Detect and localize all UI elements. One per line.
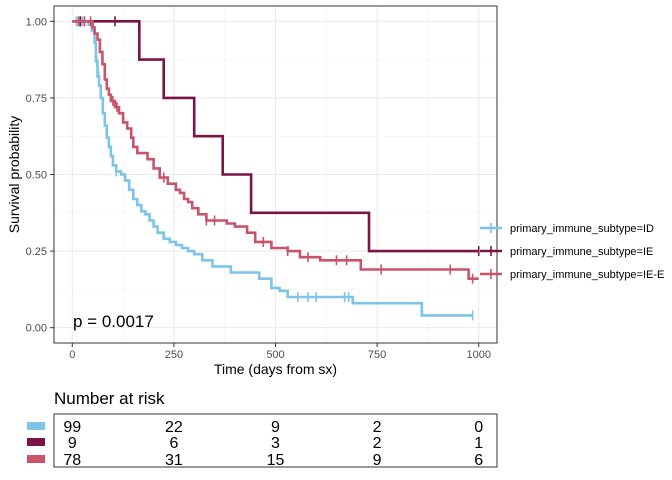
y-tick-label: 1.00	[26, 16, 47, 28]
risk-row-color-key	[27, 438, 45, 446]
risk-table-title: Number at risk	[54, 389, 165, 408]
x-tick-label: 0	[69, 349, 75, 361]
y-axis-title: Survival probability	[6, 116, 22, 234]
risk-count: 9	[373, 452, 382, 469]
x-tick-label: 750	[368, 349, 386, 361]
risk-table-border	[53, 413, 498, 468]
p-value-annotation: p = 0.0017	[73, 312, 154, 331]
risk-count: 15	[267, 452, 285, 469]
risk-count: 1	[474, 435, 483, 452]
legend-label: primary_immune_subtype=IE	[510, 246, 653, 258]
risk-count: 2	[373, 435, 382, 452]
y-tick-label: 0.25	[26, 246, 47, 258]
x-tick-label: 500	[266, 349, 284, 361]
risk-count: 9	[68, 435, 77, 452]
legend: primary_immune_subtype=ID primary_immune_…	[480, 223, 664, 281]
risk-count: 6	[169, 435, 178, 452]
legend-label: primary_immune_subtype=IE-E	[510, 269, 664, 281]
x-tick-label: 250	[165, 349, 183, 361]
risk-count: 0	[474, 419, 483, 436]
legend-label: primary_immune_subtype=ID	[510, 223, 654, 235]
risk-row-color-key	[27, 455, 45, 463]
risk-count: 2	[373, 419, 382, 436]
y-tick-label: 0.75	[26, 93, 47, 105]
y-tick-label: 0.50	[26, 170, 47, 182]
y-tick-label: 0.00	[26, 323, 47, 335]
risk-count: 3	[271, 435, 280, 452]
risk-count: 22	[165, 419, 183, 436]
risk-count: 9	[271, 419, 280, 436]
survival-curve-3	[72, 20, 479, 280]
risk-row-color-key	[27, 422, 45, 430]
x-axis-title: Time (days from sx)	[214, 361, 337, 377]
risk-count: 99	[63, 419, 81, 436]
survival-curve-1	[72, 20, 473, 317]
risk-table: Number at risk 99 22 9 2 09 6 3 2 178 31 15 9 6	[27, 389, 498, 469]
risk-count: 31	[165, 452, 183, 469]
survival-curve-2	[72, 20, 479, 253]
survival-curves	[72, 16, 480, 321]
risk-count: 78	[63, 452, 81, 469]
risk-count: 6	[474, 452, 483, 469]
x-tick-label: 1000	[466, 349, 490, 361]
axes: 0 250 500 750 1000 0.00 0.25 0.50 0.75 1.00	[26, 5, 498, 361]
